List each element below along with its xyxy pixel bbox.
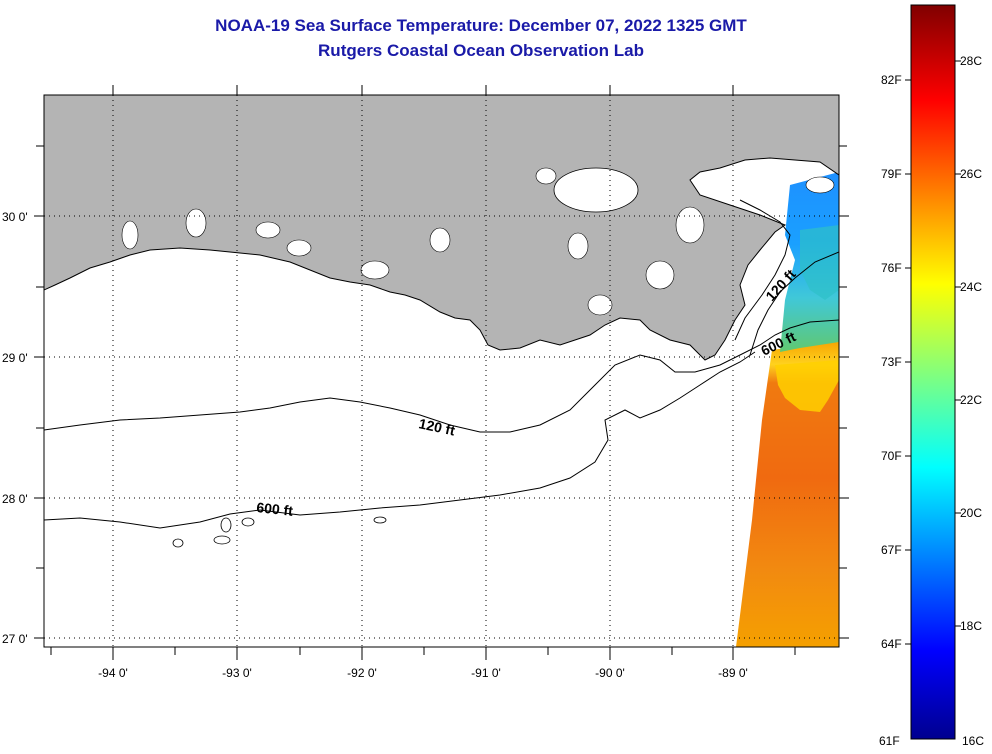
lake-2 [567, 232, 589, 260]
contour-island-4 [213, 535, 231, 545]
graticule [44, 95, 839, 647]
contour-island-3 [172, 538, 184, 548]
bay-borgne [675, 206, 705, 244]
sst-swath-warm [736, 340, 839, 647]
lon-label-89: -89 0' [718, 666, 748, 680]
cb-c-18: 18C [960, 619, 982, 633]
lake-3 [286, 239, 312, 257]
contour-label-600ft-west: 600 ft [256, 499, 294, 519]
cb-c-22: 22C [960, 393, 982, 407]
contour-120ft-west [44, 319, 839, 433]
marsh-2 [587, 294, 613, 316]
contour-island-5 [373, 516, 387, 524]
lake-pontchartrain [553, 167, 639, 213]
cb-f-70: 70F [881, 449, 902, 463]
lake-4 [185, 208, 207, 238]
lake-8 [805, 176, 835, 194]
cb-c-16: 16C [962, 734, 984, 748]
cb-f-79: 79F [881, 167, 902, 181]
contour-600ft-west [44, 351, 756, 529]
lon-label-92: -92 0' [347, 666, 377, 680]
sst-swath-green [800, 225, 839, 300]
colorbar [910, 4, 956, 740]
colorbar-ticks [905, 60, 961, 645]
map-ticks [34, 85, 849, 660]
map-title: NOAA-19 Sea Surface Temperature: Decembe… [215, 16, 747, 35]
cb-c-20: 20C [960, 506, 982, 520]
map-border [43, 94, 840, 648]
contour-label-120ft-west: 120 ft [417, 415, 456, 438]
cb-c-24: 24C [960, 280, 982, 294]
land-gulf-coast [44, 95, 839, 361]
lat-label-30: 30 0' [2, 210, 28, 224]
lat-label-27: 27 0' [2, 632, 28, 646]
lake-6 [429, 227, 451, 253]
lon-label-90: -90 0' [595, 666, 625, 680]
map-frame: 120 ft 600 ft 120 ft 600 ft [44, 95, 839, 647]
contour-120ft-east [749, 251, 839, 356]
lon-label-93: -93 0' [222, 666, 252, 680]
lake-7 [360, 260, 390, 280]
lat-label-29: 29 0' [2, 351, 28, 365]
contour-island-2 [241, 517, 255, 527]
cb-c-28: 28C [960, 54, 982, 68]
lake-5 [255, 221, 281, 239]
lat-label-28: 28 0' [2, 492, 28, 506]
lon-label-91: -91 0' [471, 666, 501, 680]
lon-label-94: -94 0' [98, 666, 128, 680]
cb-f-76: 76F [881, 261, 902, 275]
map-subtitle: Rutgers Coastal Ocean Observation Lab [318, 41, 644, 60]
lake-1 [535, 167, 557, 185]
lake-calcasieu [121, 220, 139, 250]
cb-f-82: 82F [881, 73, 902, 87]
sst-swath-yellow [775, 360, 839, 412]
marsh-1 [645, 260, 675, 290]
cb-f-64: 64F [881, 637, 902, 651]
cb-f-61: 61F [879, 734, 900, 748]
cb-c-26: 26C [960, 167, 982, 181]
cb-f-67: 67F [881, 543, 902, 557]
contour-inner-east [734, 199, 791, 341]
contour-island-1 [220, 517, 232, 533]
cb-f-73: 73F [881, 355, 902, 369]
